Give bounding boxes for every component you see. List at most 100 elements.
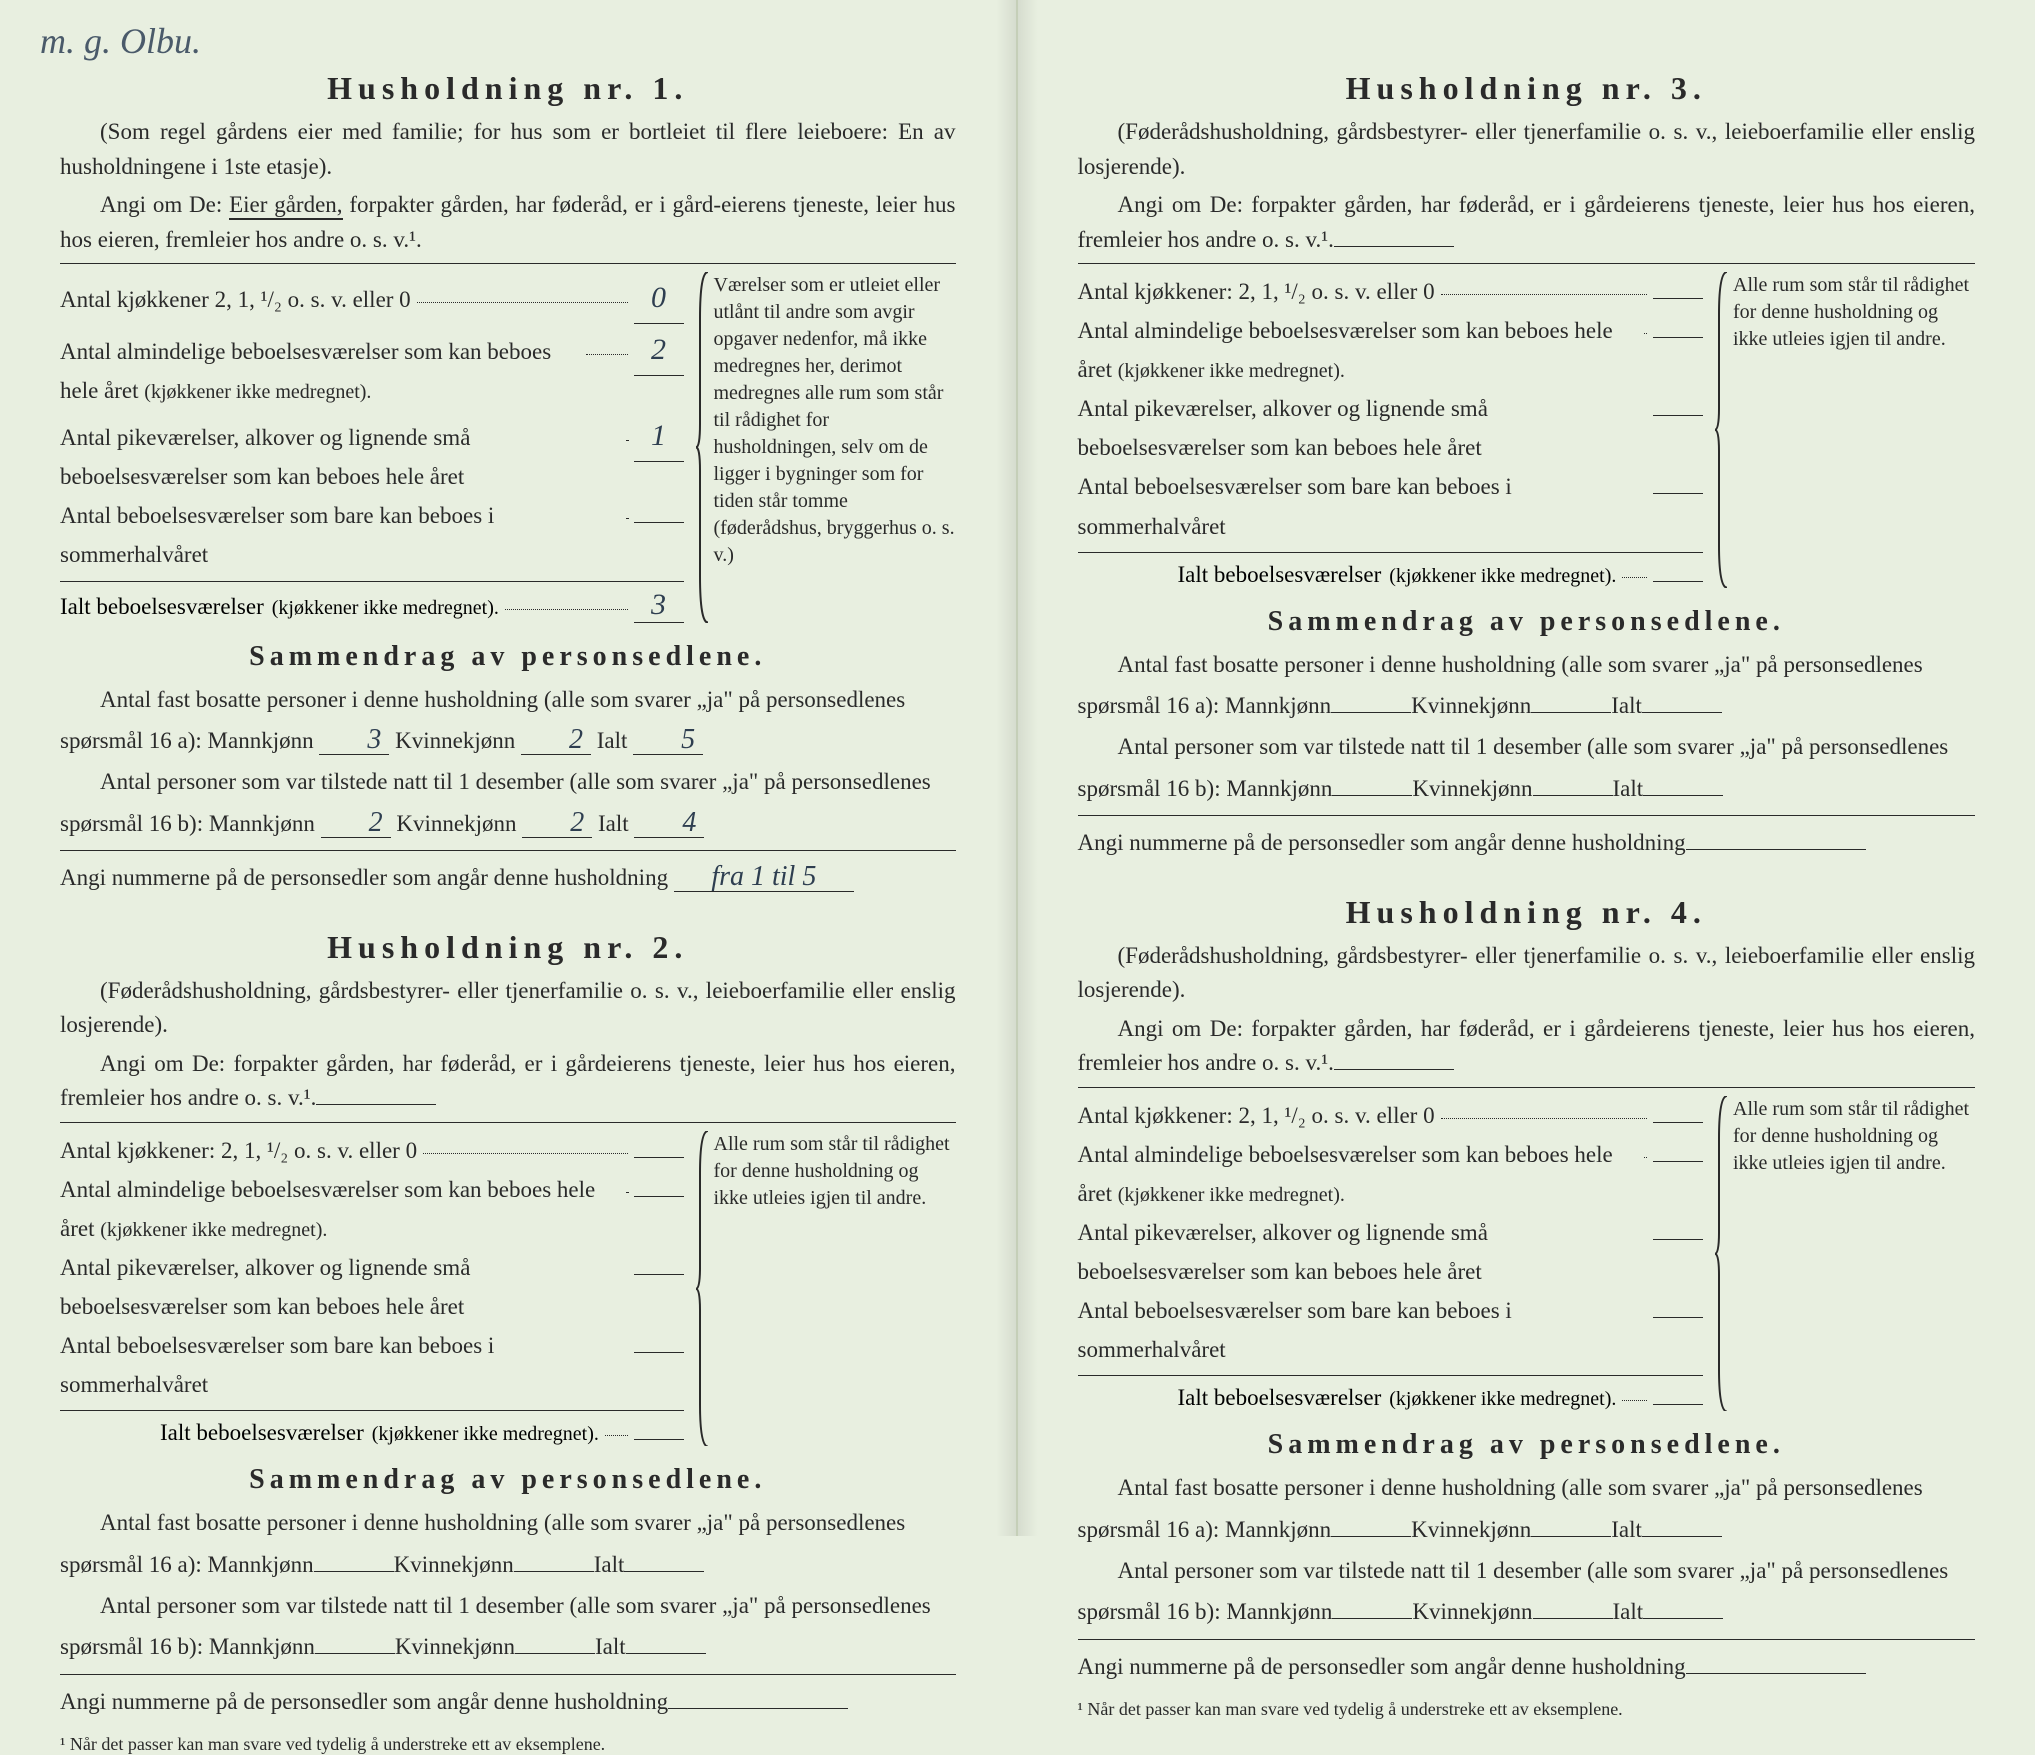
field-value [634,1196,684,1197]
field-dots [626,496,628,519]
kvinne-label: Kvinnekjønn [395,728,515,753]
field-value: 2 [634,324,684,376]
field-row: Antal kjøkkener: 2, 1, ¹/₂ o. s. v. elle… [1078,272,1704,311]
angi-line: Angi nummerne på de personsedler som ang… [60,857,956,898]
divider [60,581,684,582]
sidenote-text: Værelser som er utleiet eller utlånt til… [714,274,955,566]
divider [60,1674,956,1675]
ialt-note: (kjøkkener ikke medregnet). [272,597,499,620]
field-value [1653,1161,1703,1162]
sammen-title: Sammendrag av personsedlene. [1078,1429,1976,1461]
left-page: m. g. Olbu. Husholdning nr. 1. (Som rege… [0,0,1018,1536]
angi-value [1686,1673,1866,1674]
sp16a-kvinne: 2 [521,726,591,755]
intro-blank [1334,1069,1454,1070]
sp16b-mann [315,1653,395,1654]
ialt-row: Ialt beboelsesværelser(kjøkkener ikke me… [60,1417,684,1446]
sp16a-ialt: 5 [633,726,703,755]
field-dots [505,587,628,610]
sp16a-line: Antal fast bosatte personer i denne hush… [60,1502,956,1585]
sp16a-mann [1331,712,1411,713]
rows-left: Antal kjøkkener: 2, 1, ¹/₂ o. s. v. elle… [60,1131,684,1447]
household-title: Husholdning nr. 1. [60,70,956,107]
sp16a-line: Antal fast bosatte personer i denne hush… [1078,1467,1976,1550]
ialt-value [1653,581,1703,582]
sidenote: Alle rum som står til rådighet for denne… [1715,272,1975,588]
ialt-value [1653,1404,1703,1405]
divider [1078,815,1976,816]
sidenote-text: Alle rum som står til rådighet for denne… [1733,1098,1969,1174]
sidenote: Alle rum som står til rådighet for denne… [1715,1096,1975,1412]
sp16b-kvinne [1533,795,1613,796]
field-value [1653,1239,1703,1240]
household-3: Husholdning nr. 3. (Føderådshusholdning,… [1078,70,1976,864]
sp16b-line: Antal personer som var tilstede natt til… [1078,726,1976,809]
field-row: Antal pikeværelser, alkover og lignende … [60,1248,684,1326]
footnote: ¹ Når det passer kan man svare ved tydel… [1078,1699,1976,1720]
sp16b-kvinne: 2 [522,809,592,838]
sp16a-kvinne [1531,712,1611,713]
divider [60,1410,684,1411]
field-value [634,1157,684,1158]
ialt-label: Ialt [598,811,629,836]
intro-text-2: Angi om De: forpakter gården, har føderå… [1078,188,1976,257]
intro-blank [316,1104,436,1105]
sp16b-line: Antal personer som var tilstede natt til… [1078,1550,1976,1633]
household-title: Husholdning nr. 2. [60,929,956,966]
sp16b-line: Antal personer som var tilstede natt til… [60,1585,956,1668]
sidenote-text: Alle rum som står til rådighet for denne… [1733,274,1969,350]
divider [1078,263,1976,264]
field-value [634,1274,684,1275]
field-row: Antal beboelsesværelser som bare kan beb… [60,496,684,574]
sidenote: Værelser som er utleiet eller utlånt til… [696,272,956,623]
field-dots [417,280,628,303]
rows-container: Antal kjøkkener: 2, 1, ¹/₂ o. s. v. elle… [1078,272,1976,588]
intro-text: (Føderådshusholdning, gårdsbestyrer- ell… [1078,939,1976,1008]
angi-line: Angi nummerne på de personsedler som ang… [60,1681,956,1722]
sammen-title: Sammendrag av personsedlene. [60,641,956,673]
brace-icon [1715,1096,1731,1412]
field-row: Antal almindelige beboelsesværelser som … [1078,1135,1704,1213]
ialt-row: Ialt beboelsesværelser(kjøkkener ikke me… [1078,559,1704,588]
divider [1078,1375,1704,1376]
field-row: Antal kjøkkener 2, 1, ¹/₂ o. s. v. eller… [60,272,684,324]
intro-text: (Som regel gårdens eier med familie; for… [60,115,956,184]
field-row: Antal almindelige beboelsesværelser som … [1078,311,1704,389]
field-value [1653,1317,1703,1318]
field-row: Antal almindelige beboelsesværelser som … [60,324,684,410]
angi-value [1686,849,1866,850]
sidenote-text: Alle rum som står til rådighet for denne… [714,1133,950,1209]
angi-line: Angi nummerne på de personsedler som ang… [1078,822,1976,863]
field-label: Antal beboelsesværelser som bare kan beb… [60,496,620,574]
field-row: Antal pikeværelser, alkover og lignende … [60,410,684,496]
sp16b-mann [1332,795,1412,796]
intro-text-2: Angi om De: forpakter gården, har føderå… [1078,1012,1976,1081]
angi-text: Angi nummerne på de personsedler som ang… [60,865,668,890]
right-page: Husholdning nr. 3. (Føderådshusholdning,… [1018,0,2035,1536]
intro-text: (Føderådshusholdning, gårdsbestyrer- ell… [60,974,956,1043]
field-row: Antal almindelige beboelsesværelser som … [60,1170,684,1248]
divider [60,850,956,851]
sp16b-ialt [626,1653,706,1654]
field-value [634,1352,684,1353]
field-value: 1 [634,410,684,462]
intro-text-2: Angi om De: forpakter gården, har føderå… [60,1047,956,1116]
field-row: Antal kjøkkener: 2, 1, ¹/₂ o. s. v. elle… [60,1131,684,1170]
divider [1078,1087,1976,1088]
sidenote: Alle rum som står til rådighet for denne… [696,1131,956,1447]
field-row: Antal kjøkkener: 2, 1, ¹/₂ o. s. v. elle… [1078,1096,1704,1135]
field-label: Antal pikeværelser, alkover og lignende … [60,418,620,496]
field-row: Antal pikeværelser, alkover og lignende … [1078,389,1704,467]
rows-container: Antal kjøkkener: 2, 1, ¹/₂ o. s. v. elle… [60,1131,956,1447]
field-row: Antal beboelsesværelser som bare kan beb… [1078,467,1704,545]
field-row: Antal pikeværelser, alkover og lignende … [1078,1213,1704,1291]
brace-icon [696,1131,712,1447]
angi-line: Angi nummerne på de personsedler som ang… [1078,1646,1976,1687]
ialt-value [634,1439,684,1440]
angi-value [668,1708,848,1709]
sp16b-kvinne [1533,1618,1613,1619]
rows-container: Antal kjøkkener 2, 1, ¹/₂ o. s. v. eller… [60,272,956,623]
household-1: Husholdning nr. 1. (Som regel gårdens ei… [60,70,956,899]
sp16b-ialt: 4 [634,809,704,838]
rows-left: Antal kjøkkener: 2, 1, ¹/₂ o. s. v. elle… [1078,1096,1704,1412]
